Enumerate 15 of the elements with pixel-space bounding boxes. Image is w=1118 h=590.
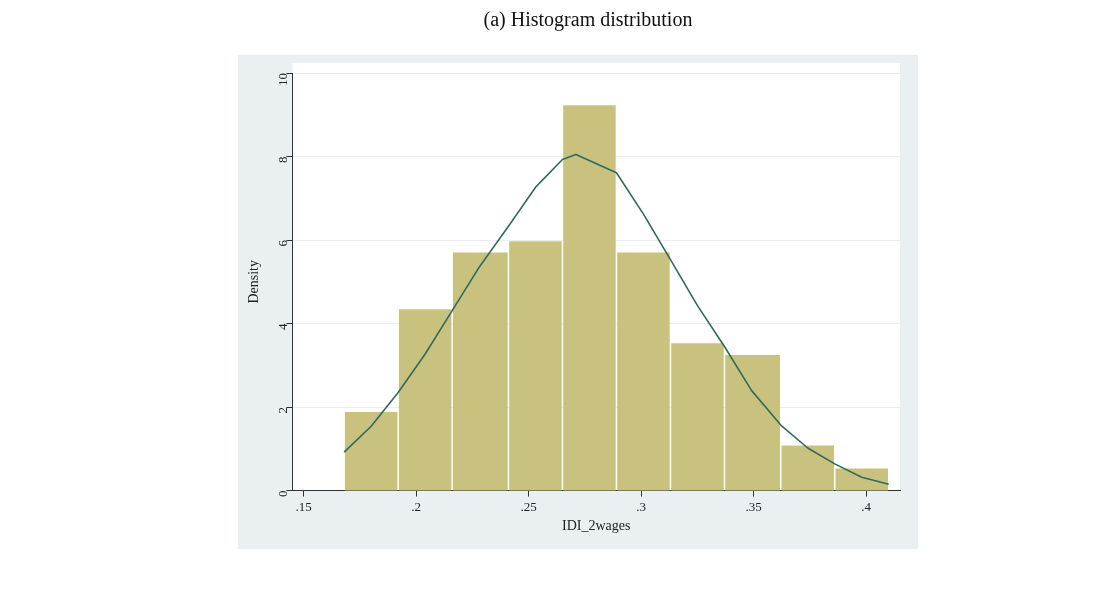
- y-axis-title: Density: [246, 260, 262, 304]
- y-tick-label: 4: [274, 323, 290, 331]
- x-axis-title: IDI_2wages: [561, 518, 631, 534]
- x-tick-label: .25: [520, 498, 537, 514]
- x-tick-label: .3: [636, 498, 647, 514]
- x-tick-label: .35: [745, 498, 762, 514]
- y-tick-label: 6: [274, 239, 290, 247]
- y-tick-label: 10: [274, 73, 290, 86]
- x-tick-label: .4: [861, 498, 872, 514]
- y-tick-label: 8: [274, 156, 290, 164]
- y-tick-label: 0: [274, 490, 290, 498]
- y-tick-label: 2: [274, 407, 290, 414]
- chart-title: (a) Histogram distribution: [482, 8, 694, 31]
- x-tick-label: .15: [295, 498, 312, 514]
- x-tick-label: .2: [411, 498, 422, 514]
